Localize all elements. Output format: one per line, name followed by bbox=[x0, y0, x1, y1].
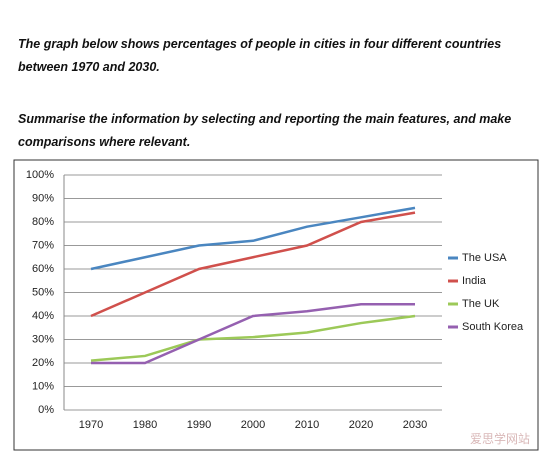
x-tick-label: 1990 bbox=[187, 419, 211, 431]
legend-label: India bbox=[462, 275, 487, 287]
legend-label: The USA bbox=[462, 252, 507, 264]
legend-label: The UK bbox=[462, 298, 500, 310]
series-line bbox=[90, 314, 416, 362]
task-line: between 1970 and 2030. bbox=[18, 60, 160, 74]
y-tick-label: 60% bbox=[32, 263, 54, 275]
series-line bbox=[91, 303, 415, 365]
x-tick-label: 1970 bbox=[79, 419, 103, 431]
y-tick-label: 10% bbox=[32, 380, 54, 392]
chart-frame bbox=[13, 159, 539, 451]
x-tick-label: 2010 bbox=[295, 419, 319, 431]
y-tick-label: 70% bbox=[32, 239, 54, 251]
legend-label: South Korea bbox=[462, 321, 524, 333]
instruction-line: comparisons where relevant. bbox=[18, 135, 191, 149]
y-tick-label: 90% bbox=[32, 192, 54, 204]
x-tick-label: 2000 bbox=[241, 419, 265, 431]
y-tick-label: 0% bbox=[38, 404, 54, 416]
instruction-line: Summarise the information by selecting a… bbox=[18, 112, 512, 126]
x-tick-label: 2020 bbox=[349, 419, 373, 431]
task-line: The graph below shows percentages of peo… bbox=[18, 37, 502, 51]
y-tick-label: 40% bbox=[32, 310, 54, 322]
y-tick-label: 30% bbox=[32, 333, 54, 345]
y-tick-label: 20% bbox=[32, 357, 54, 369]
y-tick-label: 100% bbox=[26, 169, 54, 181]
y-tick-label: 80% bbox=[32, 216, 54, 228]
x-tick-label: 1980 bbox=[133, 419, 157, 431]
series-line bbox=[90, 211, 416, 318]
series-line bbox=[90, 206, 416, 271]
watermark: 爱思学网站 bbox=[470, 431, 530, 446]
y-tick-label: 50% bbox=[32, 286, 54, 298]
x-tick-label: 2030 bbox=[403, 419, 427, 431]
